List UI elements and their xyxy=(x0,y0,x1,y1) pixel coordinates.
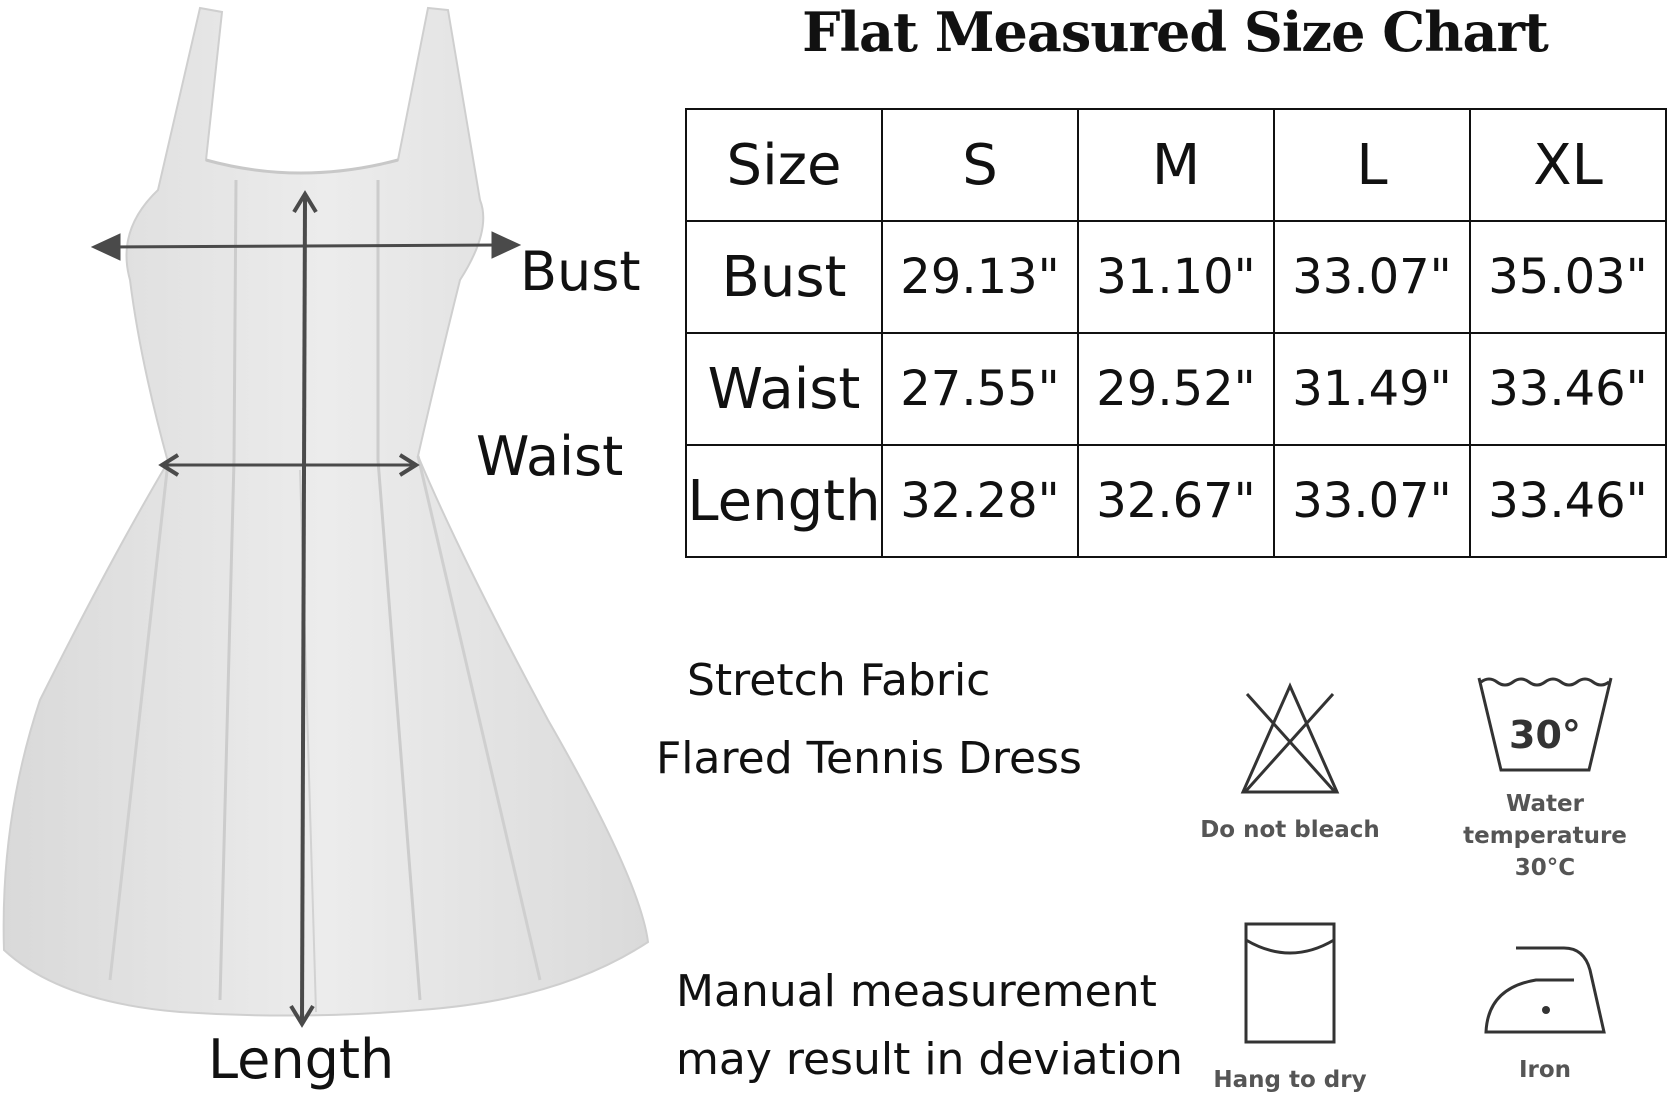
table-header-cell: M xyxy=(1077,108,1275,222)
hang-to-dry-icon xyxy=(1244,922,1336,1044)
table-header-cell: Size xyxy=(685,108,883,222)
waist-label: Waist xyxy=(476,425,624,488)
iron-label: Iron xyxy=(1518,1057,1572,1083)
table-cell: 32.67" xyxy=(1077,444,1275,558)
row-label: Length xyxy=(685,444,883,558)
table-row: Length 32.28" 32.67" 33.07" 33.46" xyxy=(685,444,1667,558)
size-table: Size S M L XL Bust 29.13" 31.10" 33.07" … xyxy=(685,108,1667,558)
care-hang-to-dry: Hang to dry xyxy=(1185,918,1395,1096)
wash-30-icon: 30° xyxy=(1477,677,1613,772)
table-cell: 33.07" xyxy=(1273,220,1471,334)
water-temp-label-line3: 30°C xyxy=(1514,855,1576,881)
dress-description: Flared Tennis Dress xyxy=(656,733,1082,784)
waist-arrow xyxy=(158,453,420,477)
table-cell: 29.13" xyxy=(881,220,1079,334)
table-cell: 32.28" xyxy=(881,444,1079,558)
hang-to-dry-label: Hang to dry xyxy=(1213,1067,1367,1093)
row-label: Bust xyxy=(685,220,883,334)
table-cell: 31.49" xyxy=(1273,332,1471,446)
length-label: Length xyxy=(208,1028,395,1091)
fabric-description: Stretch Fabric xyxy=(687,655,991,706)
table-header-row: Size S M L XL xyxy=(685,108,1667,222)
dress-figure: Bust Waist Length xyxy=(0,0,670,1100)
table-header-cell: S xyxy=(881,108,1079,222)
dress-illustration xyxy=(2,6,650,1028)
table-cell: 29.52" xyxy=(1077,332,1275,446)
iron-icon xyxy=(1484,946,1606,1034)
do-not-bleach-label: Do not bleach xyxy=(1200,817,1380,843)
size-chart-title: Flat Measured Size Chart xyxy=(802,0,1549,64)
measurement-note-line2: may result in deviation xyxy=(676,1034,1183,1085)
bust-label: Bust xyxy=(520,240,641,303)
dress-body xyxy=(2,6,650,1017)
water-temp-label-line1: Water xyxy=(1505,791,1584,817)
care-wash-30: 30° Water temperature 30°C xyxy=(1440,676,1650,884)
table-cell: 33.07" xyxy=(1273,444,1471,558)
measurement-note-line1: Manual measurement xyxy=(676,966,1157,1017)
wash-temp-text: 30° xyxy=(1509,713,1581,757)
row-label: Waist xyxy=(685,332,883,446)
table-row: Waist 27.55" 29.52" 31.49" 33.46" xyxy=(685,332,1667,446)
table-cell: 33.46" xyxy=(1469,444,1667,558)
table-header-cell: XL xyxy=(1469,108,1667,222)
table-cell: 31.10" xyxy=(1077,220,1275,334)
care-do-not-bleach: Do not bleach xyxy=(1185,680,1395,846)
table-row: Bust 29.13" 31.10" 33.07" 35.03" xyxy=(685,220,1667,334)
table-cell: 33.46" xyxy=(1469,332,1667,446)
do-not-bleach-icon xyxy=(1240,682,1340,794)
care-iron: Iron xyxy=(1440,940,1650,1086)
table-cell: 27.55" xyxy=(881,332,1079,446)
table-cell: 35.03" xyxy=(1469,220,1667,334)
table-header-cell: L xyxy=(1273,108,1471,222)
water-temp-label-line2: temperature xyxy=(1463,823,1627,849)
length-arrow xyxy=(289,190,318,1028)
